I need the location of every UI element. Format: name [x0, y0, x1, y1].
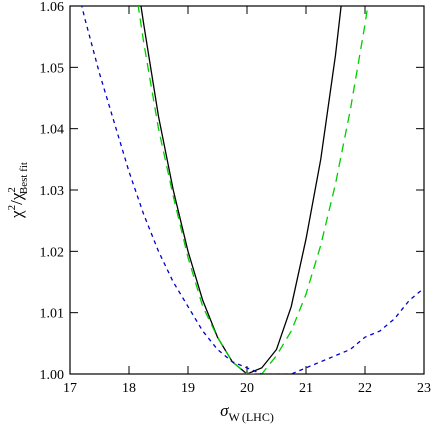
y-tick-label: 1.01 [40, 307, 65, 322]
series-line [140, 6, 342, 374]
series-line [81, 6, 424, 374]
y-tick-label: 1.00 [40, 368, 65, 383]
y-tick-label: 1.02 [40, 245, 65, 260]
x-tick-label: 20 [240, 381, 254, 396]
y-label-symbol: χ [7, 210, 26, 219]
y-tick-label: 1.04 [40, 123, 65, 138]
x-tick-label: 19 [181, 381, 195, 396]
x-label-note: (LHC) [242, 410, 274, 424]
y-tick-label: 1.03 [40, 184, 65, 199]
y-label-symbol: /χ [7, 192, 26, 205]
plot-frame [69, 5, 425, 375]
series-line [137, 6, 369, 374]
y-label-sub: Best fit [18, 162, 30, 194]
x-axis-label: σW (LHC) [220, 401, 274, 424]
x-tick-label: 23 [417, 381, 431, 396]
x-label-symbol: σ [220, 401, 229, 420]
y-axis-label: χ2/χ2Best fit [6, 162, 30, 219]
y-label-sup: 2 [6, 205, 18, 211]
y-tick-label: 1.06 [40, 0, 65, 15]
x-tick-label: 22 [358, 381, 372, 396]
y-label-sup: 2 [6, 187, 18, 193]
x-label-sub: W [229, 410, 241, 424]
y-tick-label: 1.05 [40, 61, 65, 76]
x-tick-label: 21 [299, 381, 313, 396]
x-tick-label: 18 [122, 381, 136, 396]
x-tick-label: 17 [63, 381, 77, 396]
